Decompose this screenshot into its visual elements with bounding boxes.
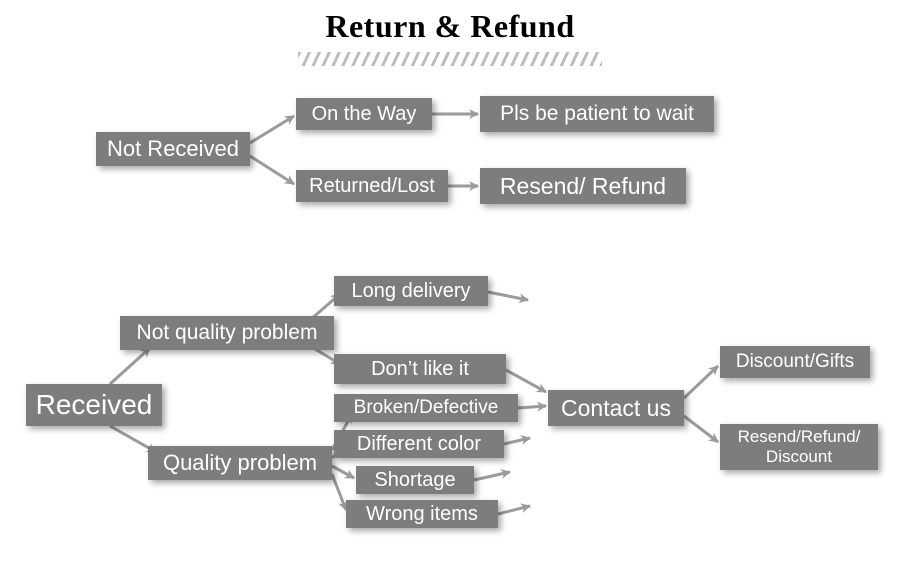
node-discount_gifts: Discount/Gifts (720, 346, 870, 378)
node-pls_wait: Pls be patient to wait (480, 96, 714, 132)
edge-wrong_items-to-contact_us (498, 506, 530, 514)
node-returned_lost: Returned/Lost (296, 170, 448, 202)
edge-contact_us-to-resend_refund2 (684, 416, 718, 442)
edge-contact_us-to-discount_gifts (684, 366, 718, 398)
node-resend_refund2: Resend/Refund/ Discount (720, 424, 878, 470)
edge-qp-to-shortage (332, 466, 354, 478)
edge-shortage-to-contact_us (474, 472, 510, 480)
node-nqp: Not quality problem (120, 316, 334, 350)
page-title: Return & Refund (0, 8, 900, 45)
node-dont_like: Don’t like it (334, 354, 506, 384)
edge-dont_like-to-contact_us (506, 370, 546, 392)
flowchart-canvas: { "title": { "text": "Return & Refund", … (0, 0, 900, 578)
node-received: Received (26, 384, 162, 426)
edge-broken-to-contact_us (518, 406, 546, 408)
edge-diff_color-to-contact_us (504, 438, 530, 444)
node-on_the_way: On the Way (296, 98, 432, 130)
edge-not_received-to-returned_lost (250, 156, 294, 184)
node-qp: Quality problem (148, 446, 332, 480)
node-shortage: Shortage (356, 466, 474, 494)
node-broken: Broken/Defective (334, 394, 518, 422)
node-contact_us: Contact us (548, 390, 684, 426)
node-resend_refund1: Resend/ Refund (480, 168, 686, 204)
edge-long_delivery-to-contact_us (488, 292, 528, 300)
node-diff_color: Different color (334, 430, 504, 458)
title-divider (298, 52, 602, 66)
node-long_delivery: Long delivery (334, 276, 488, 306)
edge-not_received-to-on_the_way (250, 116, 294, 143)
node-not_received: Not Received (96, 132, 250, 166)
node-wrong_items: Wrong items (346, 500, 498, 528)
edge-qp-to-wrong_items (332, 474, 346, 510)
edge-received-to-nqp (110, 348, 150, 384)
